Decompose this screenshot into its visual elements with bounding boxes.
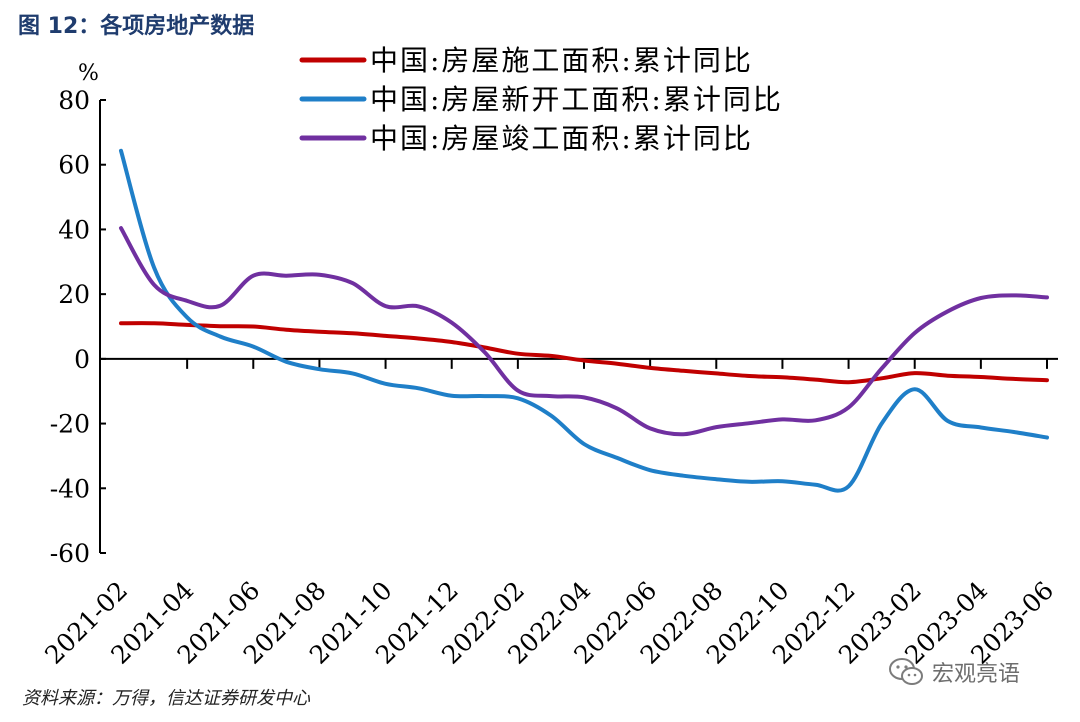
- y-tick-label: -60: [50, 539, 90, 568]
- y-tick-label: 0: [74, 345, 90, 374]
- series-line-2: [119, 148, 1049, 493]
- series-line-3: [119, 226, 1049, 437]
- watermark: 宏观亮语: [888, 656, 1020, 688]
- y-tick-label: -40: [50, 474, 90, 503]
- legend-label-1: 中国:房屋施工面积:累计同比: [370, 44, 753, 77]
- legend-label-3: 中国:房屋竣工面积:累计同比: [370, 122, 753, 155]
- y-tick-label: 60: [58, 151, 90, 180]
- source-note: 资料来源：万得，信达证券研发中心: [22, 688, 310, 709]
- watermark-text: 宏观亮语: [932, 662, 1021, 687]
- x-axis-ticks: 2021-022021-042021-062021-082021-102021-…: [39, 358, 1059, 670]
- y-axis-unit: %: [78, 61, 99, 86]
- wechat-icon: [889, 658, 923, 685]
- y-tick-label: 40: [58, 215, 90, 244]
- y-tick-label: -20: [50, 410, 90, 439]
- legend: 中国:房屋施工面积:累计同比中国:房屋新开工面积:累计同比中国:房屋竣工面积:累…: [299, 44, 783, 155]
- figure-title: 图 12：各项房地产数据: [18, 14, 255, 39]
- series-lines: [119, 148, 1049, 493]
- legend-label-2: 中国:房屋新开工面积:累计同比: [370, 83, 783, 116]
- y-axis-ticks: 80 60 40 20 0 -20 -40 -60: [50, 86, 106, 568]
- y-tick-label: 80: [58, 86, 90, 115]
- series-line-1: [119, 321, 1049, 385]
- y-tick-label: 20: [58, 280, 90, 309]
